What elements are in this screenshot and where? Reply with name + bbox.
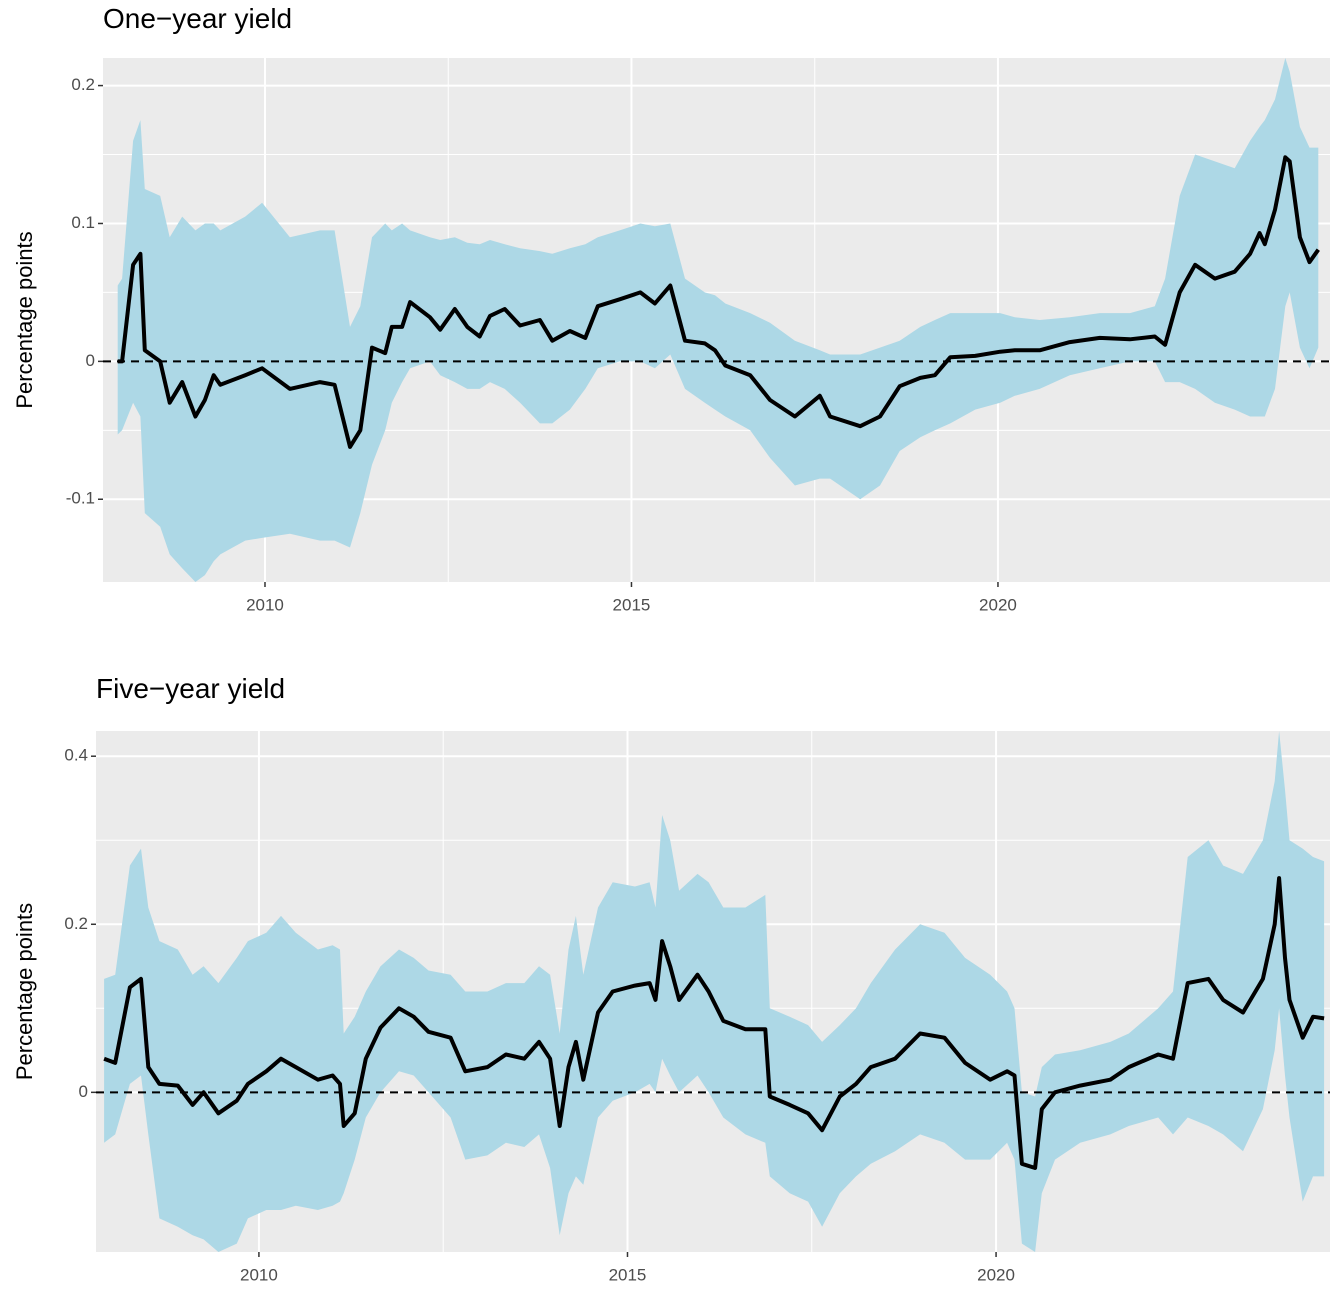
y-tick-label: 0.2 [71, 75, 95, 94]
y-tick-label: 0.2 [64, 914, 88, 933]
y-axis-label: Percentage points [12, 231, 37, 408]
x-tick-label: 2015 [609, 1265, 647, 1284]
y-tick-label: 0 [79, 1082, 88, 1101]
y-tick-label: 0.4 [64, 746, 88, 765]
y-tick-label: 0 [86, 351, 95, 370]
x-tick-label: 2020 [977, 1265, 1015, 1284]
panel: -0.1 0 0.1 0.2 2010 2015 2020 One−year yield Per… [12, 3, 1330, 614]
x-tick-label: 2015 [613, 595, 651, 614]
x-tick-label: 2010 [240, 1265, 278, 1284]
chart-title: One−year yield [103, 3, 292, 34]
y-tick-label: -0.1 [66, 489, 95, 508]
y-tick-label: 0.1 [71, 213, 95, 232]
chart-title: Five−year yield [96, 673, 285, 704]
confidence-band [117, 58, 1319, 582]
x-tick-label: 2010 [246, 595, 284, 614]
y-axis-label: Percentage points [12, 903, 37, 1080]
estimate-line [103, 876, 1325, 1170]
x-tick-label: 2020 [979, 595, 1017, 614]
panel: 0 0.2 0.4 2010 2015 2020 Five−year yield Percen… [12, 673, 1330, 1284]
estimate-line [117, 155, 1320, 449]
